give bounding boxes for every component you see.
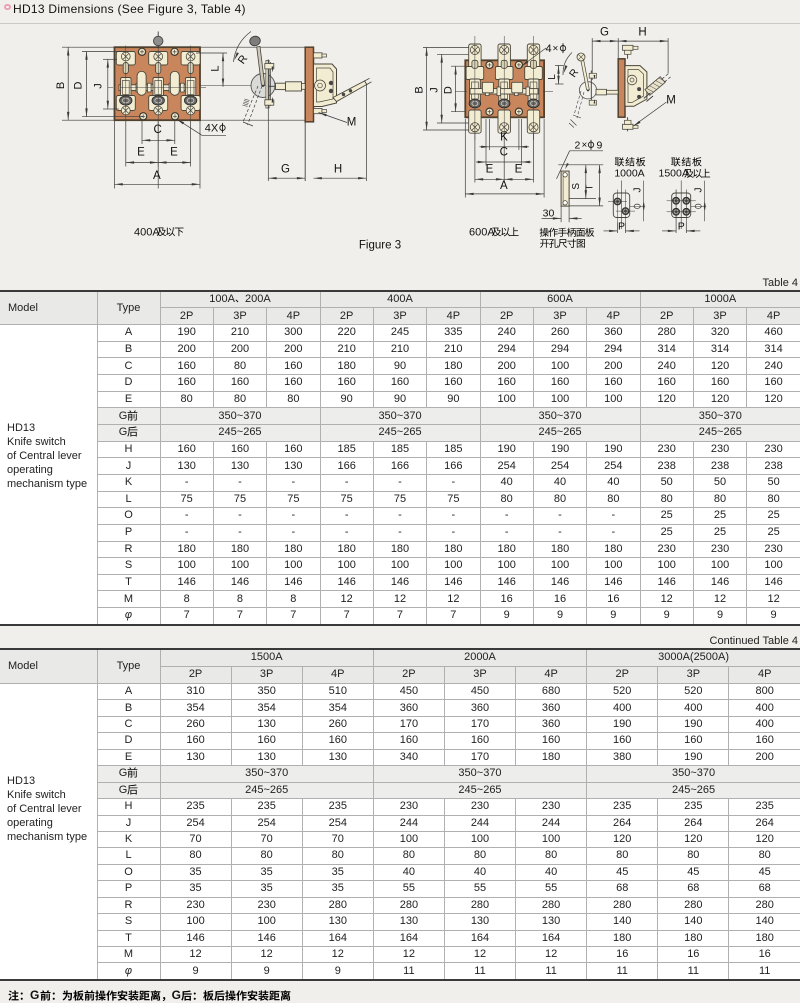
svg-text:30: 30 bbox=[543, 207, 555, 219]
svg-text:T: T bbox=[585, 184, 596, 190]
svg-text:×: × bbox=[582, 140, 588, 151]
svg-text:A: A bbox=[153, 170, 161, 182]
svg-text:S: S bbox=[571, 183, 582, 190]
svg-text:P: P bbox=[678, 220, 685, 232]
svg-text:R: R bbox=[567, 66, 581, 79]
svg-text:1000A: 1000A bbox=[614, 168, 644, 180]
svg-text:C: C bbox=[500, 147, 508, 159]
svg-text:J: J bbox=[93, 83, 105, 89]
svg-text:B: B bbox=[414, 86, 426, 93]
svg-text:D: D bbox=[73, 81, 85, 89]
svg-text:D: D bbox=[443, 86, 455, 94]
svg-text:400A: 400A bbox=[134, 226, 160, 238]
svg-text:4: 4 bbox=[546, 43, 552, 55]
svg-text:M: M bbox=[347, 117, 357, 129]
svg-text:2: 2 bbox=[575, 140, 581, 152]
svg-text:J: J bbox=[429, 87, 441, 93]
svg-text:Figure 3: Figure 3 bbox=[359, 240, 401, 252]
svg-text:B: B bbox=[55, 82, 67, 89]
svg-text:9: 9 bbox=[597, 140, 603, 152]
svg-text:P: P bbox=[618, 220, 625, 232]
svg-text:A: A bbox=[500, 180, 508, 192]
svg-text:L: L bbox=[210, 65, 222, 71]
svg-text:E: E bbox=[137, 147, 145, 159]
svg-text:K: K bbox=[500, 132, 508, 144]
svg-text:J: J bbox=[694, 188, 705, 193]
svg-text:E: E bbox=[515, 164, 523, 176]
svg-text:C: C bbox=[153, 124, 161, 136]
svg-text:E: E bbox=[486, 164, 494, 176]
svg-text:×: × bbox=[553, 44, 559, 55]
svg-text:1500A: 1500A bbox=[659, 168, 689, 180]
svg-text:M: M bbox=[666, 95, 676, 107]
svg-text:H: H bbox=[334, 164, 342, 176]
svg-text:H: H bbox=[638, 27, 646, 39]
svg-text:J: J bbox=[633, 188, 644, 193]
svg-text:L: L bbox=[547, 74, 558, 80]
svg-text:600A: 600A bbox=[469, 227, 495, 239]
svg-text:G: G bbox=[281, 164, 290, 176]
svg-text:E: E bbox=[170, 147, 178, 159]
svg-text:4X: 4X bbox=[205, 123, 219, 135]
svg-text:R: R bbox=[236, 53, 250, 66]
svg-text:G: G bbox=[600, 27, 609, 39]
